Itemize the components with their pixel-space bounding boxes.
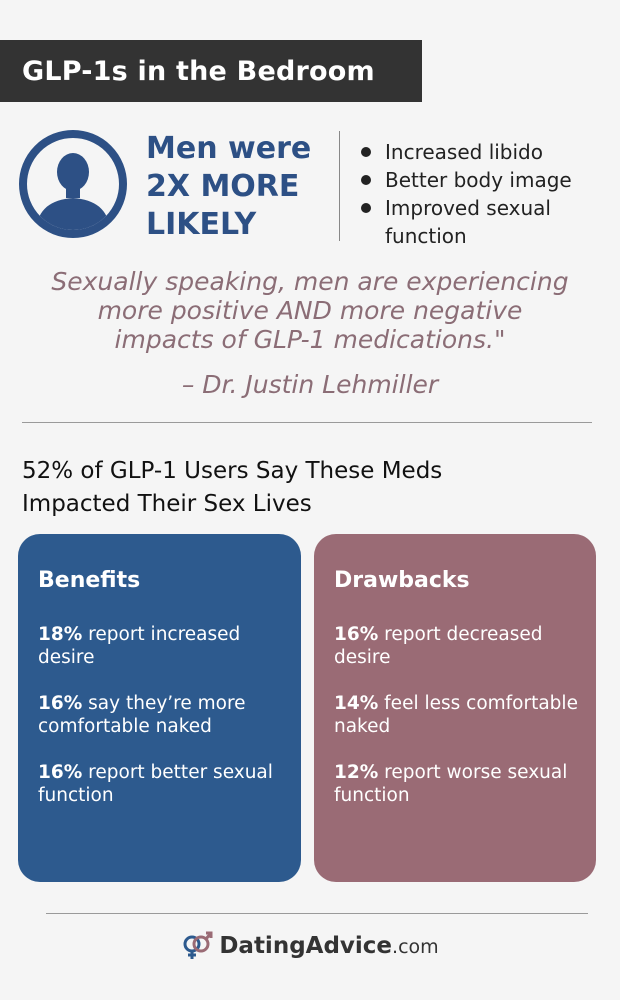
logo-suffix: .com [392, 936, 439, 958]
effects-list: Increased libido Better body image Impro… [361, 138, 620, 250]
quote-line: impacts of GLP-1 medications." [114, 325, 506, 354]
gender-symbols-icon [183, 931, 213, 959]
list-item-label: Increased libido [385, 140, 543, 164]
headline-line: 52% of GLP-1 Users Say These Meds [22, 458, 443, 484]
page-title: GLP-1s in the Bedroom [0, 40, 422, 102]
list-item: Increased libido [361, 138, 620, 166]
stat-line: LIKELY [146, 207, 257, 242]
person-avatar-icon [19, 130, 127, 238]
quote-attribution: – Dr. Justin Lehmiller [181, 370, 439, 399]
logo-name: DatingAdvice [219, 933, 393, 959]
logo-wordmark: DatingAdvice.com [219, 933, 438, 959]
drawbacks-title: Drawbacks [334, 568, 470, 593]
drawback-percent: 12% [334, 762, 379, 783]
drawback-item: 14% feel less comfortable naked [334, 692, 590, 738]
benefits-card: Benefits 18% report increased desire 16%… [18, 534, 301, 882]
quote-line: Sexually speaking, men are experiencing [51, 267, 569, 296]
quote: Sexually speaking, men are experiencing … [0, 267, 620, 354]
bullet-dot-icon [361, 203, 371, 213]
vertical-divider [339, 131, 340, 241]
drawback-percent: 14% [334, 693, 379, 714]
section-headline: 52% of GLP-1 Users Say These Meds Impact… [22, 455, 602, 521]
list-item: Better body image [361, 166, 620, 194]
bullet-dot-icon [361, 147, 371, 157]
drawback-text: feel less comfortable naked [334, 693, 578, 737]
benefit-item: 16% say they’re more comfortable naked [38, 692, 291, 738]
brand-logo[interactable]: DatingAdvice.com [0, 928, 620, 964]
benefit-percent: 16% [38, 762, 83, 783]
benefit-percent: 18% [38, 624, 83, 645]
drawback-item: 12% report worse sexual function [334, 761, 590, 807]
stat-callout: Men were 2X MORE LIKELY [146, 130, 311, 244]
drawback-text: report decreased desire [334, 624, 543, 668]
divider [46, 913, 588, 914]
stat-line: 2X MORE [146, 169, 300, 204]
benefit-item: 18% report increased desire [38, 623, 291, 669]
benefit-text: report better sexual function [38, 762, 273, 806]
benefit-text: report increased desire [38, 624, 241, 668]
divider [22, 422, 592, 423]
drawback-text: report worse sexual function [334, 762, 568, 806]
list-item-label: Better body image [385, 168, 572, 192]
headline-line: Impacted Their Sex Lives [22, 491, 312, 517]
benefit-percent: 16% [38, 693, 83, 714]
quote-line: more positive AND more negative [97, 296, 523, 325]
benefit-item: 16% report better sexual function [38, 761, 291, 807]
benefits-title: Benefits [38, 568, 141, 593]
drawback-item: 16% report decreased desire [334, 623, 590, 669]
list-item-label: Improved sexual function [385, 196, 551, 248]
drawbacks-card: Drawbacks 16% report decreased desire 14… [314, 534, 596, 882]
drawback-percent: 16% [334, 624, 379, 645]
benefit-text: say they’re more comfortable naked [38, 693, 246, 737]
stat-line: Men were [146, 131, 312, 166]
bullet-dot-icon [361, 175, 371, 185]
list-item: Improved sexual function [361, 194, 620, 250]
